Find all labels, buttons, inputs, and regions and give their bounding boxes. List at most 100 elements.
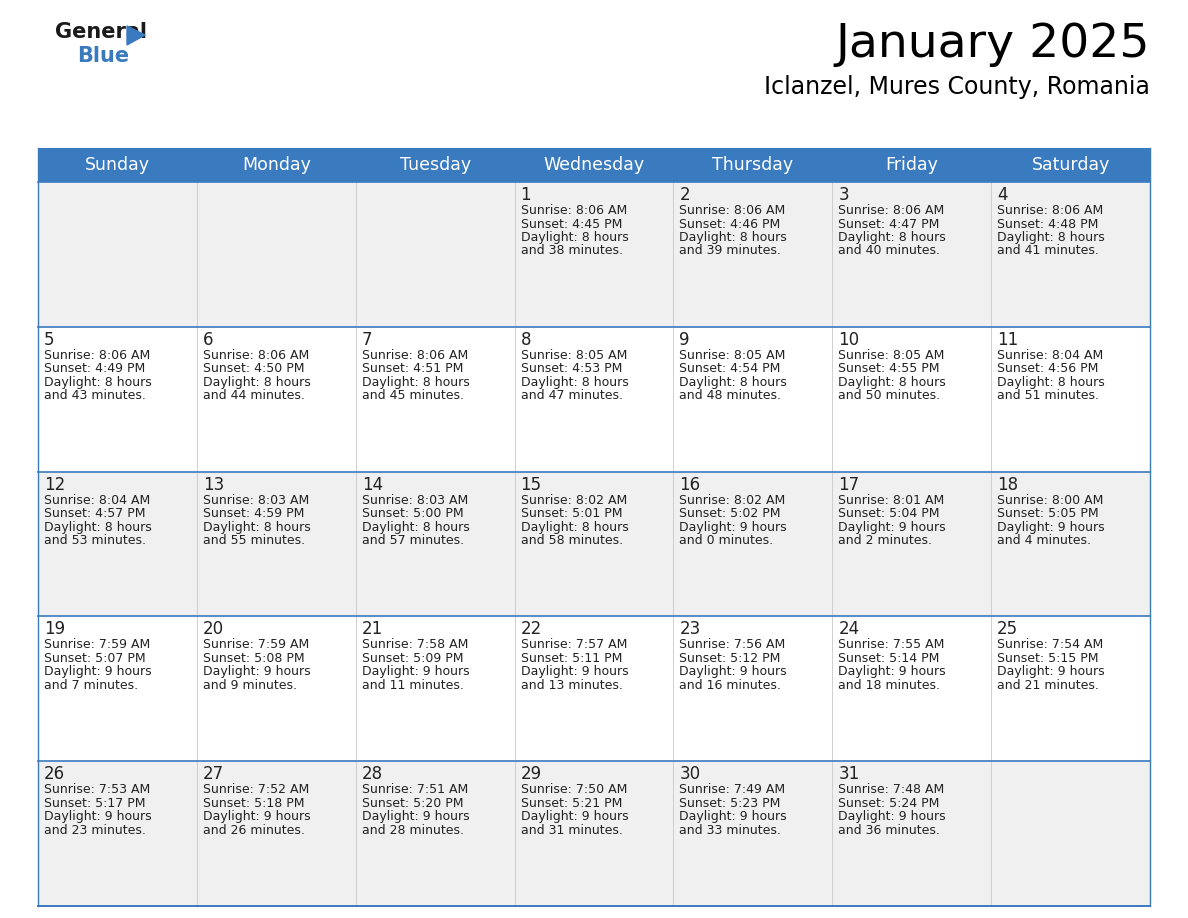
Bar xyxy=(674,616,833,761)
Bar xyxy=(197,761,355,906)
Text: Daylight: 9 hours: Daylight: 9 hours xyxy=(680,521,788,533)
Text: Daylight: 8 hours: Daylight: 8 hours xyxy=(839,231,946,244)
Text: January 2025: January 2025 xyxy=(835,22,1150,67)
Text: Sunrise: 8:04 AM: Sunrise: 8:04 AM xyxy=(44,494,150,507)
Polygon shape xyxy=(127,26,145,45)
Text: Sunrise: 7:57 AM: Sunrise: 7:57 AM xyxy=(520,638,627,652)
Text: 13: 13 xyxy=(203,476,225,494)
Text: and 51 minutes.: and 51 minutes. xyxy=(997,389,1099,402)
Text: and 50 minutes.: and 50 minutes. xyxy=(839,389,941,402)
Text: Sunset: 4:45 PM: Sunset: 4:45 PM xyxy=(520,218,623,230)
Text: 6: 6 xyxy=(203,330,214,349)
Text: and 0 minutes.: and 0 minutes. xyxy=(680,534,773,547)
Text: and 55 minutes.: and 55 minutes. xyxy=(203,534,305,547)
Text: Daylight: 9 hours: Daylight: 9 hours xyxy=(361,811,469,823)
Text: Daylight: 8 hours: Daylight: 8 hours xyxy=(520,521,628,533)
Text: and 7 minutes.: and 7 minutes. xyxy=(44,679,138,692)
Text: and 11 minutes.: and 11 minutes. xyxy=(361,679,463,692)
Text: 15: 15 xyxy=(520,476,542,494)
Text: 24: 24 xyxy=(839,621,859,638)
Text: Sunset: 5:11 PM: Sunset: 5:11 PM xyxy=(520,652,623,665)
Text: Sunset: 4:56 PM: Sunset: 4:56 PM xyxy=(997,363,1099,375)
Text: Sunrise: 8:06 AM: Sunrise: 8:06 AM xyxy=(839,204,944,217)
Text: Daylight: 9 hours: Daylight: 9 hours xyxy=(680,811,788,823)
Text: Sunset: 4:49 PM: Sunset: 4:49 PM xyxy=(44,363,145,375)
Text: Daylight: 8 hours: Daylight: 8 hours xyxy=(44,375,152,389)
Text: Sunset: 4:46 PM: Sunset: 4:46 PM xyxy=(680,218,781,230)
Bar xyxy=(38,182,197,327)
Text: and 33 minutes.: and 33 minutes. xyxy=(680,823,782,836)
Text: Sunset: 5:14 PM: Sunset: 5:14 PM xyxy=(839,652,940,665)
Bar xyxy=(991,182,1150,327)
Text: Sunset: 5:23 PM: Sunset: 5:23 PM xyxy=(680,797,781,810)
Text: Daylight: 8 hours: Daylight: 8 hours xyxy=(44,521,152,533)
Bar xyxy=(197,182,355,327)
Text: Sunrise: 8:01 AM: Sunrise: 8:01 AM xyxy=(839,494,944,507)
Text: Sunrise: 7:52 AM: Sunrise: 7:52 AM xyxy=(203,783,309,796)
Text: 20: 20 xyxy=(203,621,225,638)
Text: Daylight: 9 hours: Daylight: 9 hours xyxy=(839,521,946,533)
Text: 18: 18 xyxy=(997,476,1018,494)
Text: General: General xyxy=(55,22,147,42)
Text: Sunset: 4:53 PM: Sunset: 4:53 PM xyxy=(520,363,623,375)
Bar xyxy=(355,182,514,327)
Text: Sunset: 4:50 PM: Sunset: 4:50 PM xyxy=(203,363,304,375)
Text: 21: 21 xyxy=(361,621,383,638)
Text: Monday: Monday xyxy=(242,156,311,174)
Text: Sunset: 5:12 PM: Sunset: 5:12 PM xyxy=(680,652,781,665)
Text: Daylight: 8 hours: Daylight: 8 hours xyxy=(520,375,628,389)
Text: Daylight: 8 hours: Daylight: 8 hours xyxy=(997,231,1105,244)
Text: Daylight: 8 hours: Daylight: 8 hours xyxy=(680,231,788,244)
Text: and 38 minutes.: and 38 minutes. xyxy=(520,244,623,258)
Text: Sunrise: 7:55 AM: Sunrise: 7:55 AM xyxy=(839,638,944,652)
Text: Sunset: 5:24 PM: Sunset: 5:24 PM xyxy=(839,797,940,810)
Text: 23: 23 xyxy=(680,621,701,638)
Bar xyxy=(355,616,514,761)
Bar xyxy=(674,472,833,616)
Text: 30: 30 xyxy=(680,766,701,783)
Text: Daylight: 9 hours: Daylight: 9 hours xyxy=(203,666,310,678)
Text: and 21 minutes.: and 21 minutes. xyxy=(997,679,1099,692)
Text: Daylight: 8 hours: Daylight: 8 hours xyxy=(203,521,310,533)
Text: Friday: Friday xyxy=(885,156,939,174)
Text: Sunrise: 8:04 AM: Sunrise: 8:04 AM xyxy=(997,349,1104,362)
Bar xyxy=(674,327,833,472)
Text: Sunrise: 8:03 AM: Sunrise: 8:03 AM xyxy=(361,494,468,507)
Text: and 53 minutes.: and 53 minutes. xyxy=(44,534,146,547)
Text: Daylight: 9 hours: Daylight: 9 hours xyxy=(997,521,1105,533)
Bar xyxy=(38,761,197,906)
Text: and 45 minutes.: and 45 minutes. xyxy=(361,389,463,402)
Bar xyxy=(674,761,833,906)
Text: Sunrise: 8:02 AM: Sunrise: 8:02 AM xyxy=(680,494,785,507)
Text: and 23 minutes.: and 23 minutes. xyxy=(44,823,146,836)
Text: Daylight: 9 hours: Daylight: 9 hours xyxy=(680,666,788,678)
Text: Sunset: 4:54 PM: Sunset: 4:54 PM xyxy=(680,363,781,375)
Text: Daylight: 8 hours: Daylight: 8 hours xyxy=(680,375,788,389)
Text: Sunset: 5:01 PM: Sunset: 5:01 PM xyxy=(520,507,623,521)
Text: 1: 1 xyxy=(520,186,531,204)
Text: 19: 19 xyxy=(44,621,65,638)
Text: 3: 3 xyxy=(839,186,849,204)
Text: and 26 minutes.: and 26 minutes. xyxy=(203,823,305,836)
Text: Daylight: 9 hours: Daylight: 9 hours xyxy=(203,811,310,823)
Text: 8: 8 xyxy=(520,330,531,349)
Bar xyxy=(355,327,514,472)
Text: Daylight: 8 hours: Daylight: 8 hours xyxy=(520,231,628,244)
Text: 28: 28 xyxy=(361,766,383,783)
Text: and 40 minutes.: and 40 minutes. xyxy=(839,244,940,258)
Text: Sunrise: 8:02 AM: Sunrise: 8:02 AM xyxy=(520,494,627,507)
Text: Sunrise: 8:05 AM: Sunrise: 8:05 AM xyxy=(839,349,944,362)
Text: and 13 minutes.: and 13 minutes. xyxy=(520,679,623,692)
Text: Sunset: 4:47 PM: Sunset: 4:47 PM xyxy=(839,218,940,230)
Text: and 57 minutes.: and 57 minutes. xyxy=(361,534,463,547)
Text: Sunrise: 8:05 AM: Sunrise: 8:05 AM xyxy=(520,349,627,362)
Text: and 18 minutes.: and 18 minutes. xyxy=(839,679,940,692)
Bar xyxy=(38,148,1150,182)
Text: Sunset: 5:07 PM: Sunset: 5:07 PM xyxy=(44,652,146,665)
Bar xyxy=(833,616,991,761)
Bar xyxy=(38,472,197,616)
Text: Sunset: 4:51 PM: Sunset: 4:51 PM xyxy=(361,363,463,375)
Text: 7: 7 xyxy=(361,330,372,349)
Text: 22: 22 xyxy=(520,621,542,638)
Text: Sunrise: 8:06 AM: Sunrise: 8:06 AM xyxy=(680,204,785,217)
